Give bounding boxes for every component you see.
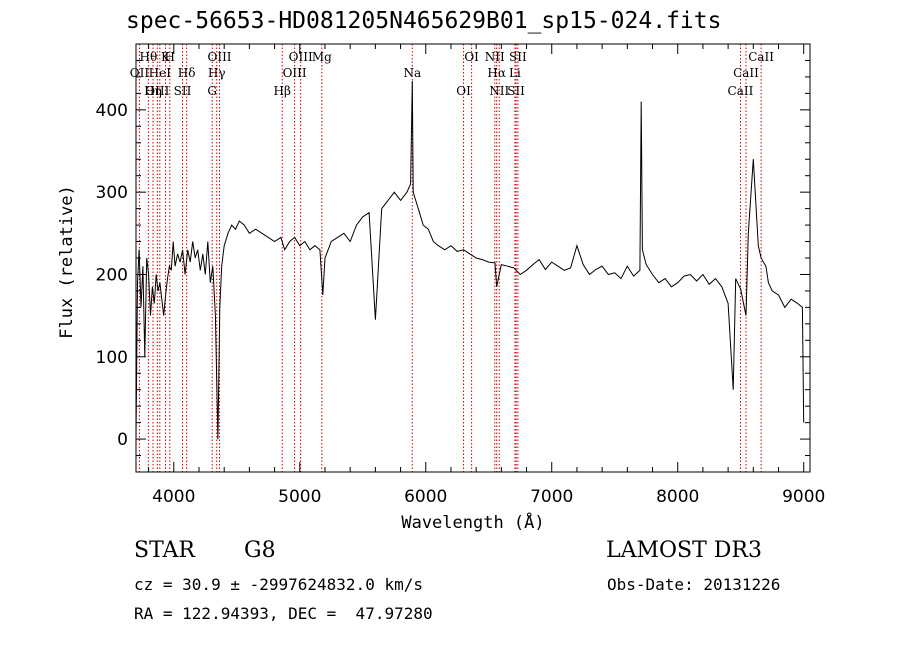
line-marker-label: OIII [289, 50, 313, 64]
line-marker-label: CaII [748, 50, 774, 64]
y-tick-label: 100 [96, 348, 128, 368]
y-axis-label: Flux (relative) [57, 185, 77, 339]
line-marker-label: Na [403, 66, 421, 80]
x-axis-label: Wavelength (Å) [401, 511, 544, 533]
line-marker-label: H [165, 50, 175, 64]
class-label: STAR [134, 538, 195, 563]
x-tick-label: 7000 [530, 487, 573, 507]
line-marker-label: HeI [149, 66, 172, 80]
line-marker-label: CaII [733, 66, 759, 80]
coordinates: RA = 122.94393, DEC = 47.97280 [134, 604, 433, 623]
y-axis: 0 100 200 300 400 [96, 59, 810, 457]
plot-frame [135, 43, 811, 473]
line-marker-labels: Hθ OII OIII K HeI Hη HHδ SII OIII Hγ G OIII OIII Hβ Mg… [130, 50, 775, 98]
line-marker-label: K [161, 50, 171, 64]
line-marker-label: Hδ [178, 66, 196, 80]
x-tick-label: 4000 [152, 487, 195, 507]
line-marker-label: Hγ [208, 66, 226, 80]
x-tick-label: 5000 [278, 487, 321, 507]
obs-date: Obs-Date: 20131226 [607, 575, 781, 594]
x-tick-label: 6000 [404, 487, 447, 507]
line-marker-label: Hη [144, 84, 162, 98]
line-marker-label: NII [485, 50, 505, 64]
y-tick-label: 400 [96, 101, 128, 121]
line-marker-label: CaII [728, 84, 754, 98]
line-marker-label: G [207, 84, 217, 98]
y-tick-label: 200 [96, 265, 128, 285]
line-markers [138, 44, 762, 472]
line-marker-label: OI [456, 84, 471, 98]
line-marker-label: Hα [487, 66, 506, 80]
x-tick-label: 8000 [656, 487, 699, 507]
line-marker-label: OII [130, 66, 150, 80]
x-axis: 4000 5000 6000 7000 8000 9000 [148, 44, 825, 507]
line-marker-label: OIII [145, 84, 169, 98]
line-marker-label: SII [509, 50, 527, 64]
line-marker-label: NII [489, 84, 509, 98]
series-group [135, 80, 805, 440]
line-marker-label: SII [174, 84, 192, 98]
line-marker-label: Mg [312, 50, 332, 64]
chart-title: spec-56653-HD081205N465629B01_sp15-024.f… [126, 8, 722, 34]
survey-label: LAMOST DR3 [606, 538, 762, 563]
y-tick-label: 0 [117, 430, 128, 450]
subclass-label: G8 [244, 538, 276, 563]
y-tick-label: 300 [96, 183, 128, 203]
line-marker-label: OI [464, 50, 479, 64]
line-marker-label: SII [507, 84, 525, 98]
line-marker-label: OIII [283, 66, 307, 80]
spectrum-line [135, 80, 805, 440]
line-marker-label: Li [509, 66, 521, 80]
line-marker-label: Hθ [139, 50, 157, 64]
cz-readout: cz = 30.9 ± -2997624832.0 km/s [134, 575, 423, 594]
line-marker-label: Hβ [274, 84, 291, 98]
line-marker-label: OIII [207, 50, 231, 64]
x-tick-label: 9000 [782, 487, 825, 507]
